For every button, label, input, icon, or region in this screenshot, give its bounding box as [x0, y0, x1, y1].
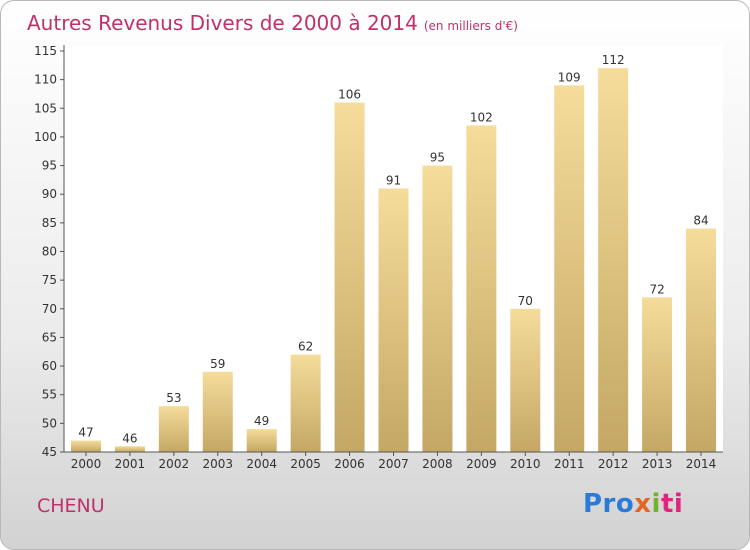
bar-2003 [202, 371, 233, 452]
y-tick-label: 60 [42, 359, 57, 373]
bar-2013 [642, 297, 673, 452]
x-tick-label-2013: 2013 [642, 457, 673, 471]
bar-2012 [598, 68, 629, 452]
x-tick-label-2008: 2008 [422, 457, 453, 471]
x-tick-label-2010: 2010 [510, 457, 541, 471]
chart-title: Autres Revenus Divers de 2000 à 2014 (en … [27, 11, 518, 35]
chart-title-text: Autres Revenus Divers de 2000 à 2014 [27, 11, 418, 35]
value-label-2001: 46 [122, 431, 137, 445]
x-tick-label-2000: 2000 [71, 457, 102, 471]
value-label-2012: 112 [602, 53, 625, 67]
x-tick-label-2012: 2012 [598, 457, 629, 471]
y-tick-label: 50 [42, 416, 57, 430]
bar-2005 [290, 354, 321, 452]
chart-unit: (en milliers d'€) [423, 19, 518, 33]
bar-2001 [114, 446, 145, 452]
x-tick-label-2006: 2006 [334, 457, 365, 471]
bar-2004 [246, 429, 277, 452]
y-tick-label: 95 [42, 159, 57, 173]
value-label-2011: 109 [558, 70, 581, 84]
value-label-2006: 106 [338, 88, 361, 102]
bar-2009 [466, 125, 497, 452]
value-label-2014: 84 [693, 214, 708, 228]
x-tick-label-2005: 2005 [290, 457, 321, 471]
x-tick-label-2002: 2002 [159, 457, 190, 471]
value-label-2009: 102 [470, 110, 493, 124]
bar-2008 [422, 165, 453, 453]
bar-2010 [510, 308, 541, 452]
y-tick-label: 55 [42, 388, 57, 402]
x-tick-label-2004: 2004 [246, 457, 277, 471]
x-tick-label-2007: 2007 [378, 457, 409, 471]
y-tick-label: 115 [34, 44, 57, 58]
x-tick-label-2003: 2003 [202, 457, 233, 471]
y-tick-label: 85 [42, 216, 57, 230]
y-tick-label: 110 [34, 73, 57, 87]
proxiti-logo: Proxiti [583, 489, 684, 519]
bar-2000 [70, 440, 101, 452]
x-tick-label-2014: 2014 [686, 457, 717, 471]
y-tick-label: 75 [42, 273, 57, 287]
value-label-2013: 72 [649, 282, 664, 296]
y-tick-label: 45 [42, 445, 57, 459]
x-tick-label-2001: 2001 [115, 457, 146, 471]
commune-name: CHENU [37, 495, 105, 517]
x-tick-label-2009: 2009 [466, 457, 497, 471]
value-label-2010: 70 [518, 294, 533, 308]
value-label-2005: 62 [298, 340, 313, 354]
value-label-2003: 59 [210, 357, 225, 371]
bar-2007 [378, 188, 409, 452]
x-tick-label-2011: 2011 [554, 457, 585, 471]
y-tick-label: 80 [42, 245, 57, 259]
y-tick-label: 105 [34, 101, 57, 115]
value-label-2002: 53 [166, 391, 181, 405]
bar-2011 [554, 85, 585, 452]
bar-2014 [686, 228, 717, 452]
value-label-2004: 49 [254, 414, 269, 428]
value-label-2007: 91 [386, 173, 401, 187]
y-tick-label: 70 [42, 302, 57, 316]
y-tick-label: 100 [34, 130, 57, 144]
y-tick-label: 65 [42, 330, 57, 344]
value-label-2000: 47 [78, 426, 93, 440]
bar-2006 [334, 102, 365, 453]
value-label-2008: 95 [430, 151, 445, 165]
bar-2002 [158, 406, 189, 452]
y-tick-label: 90 [42, 187, 57, 201]
